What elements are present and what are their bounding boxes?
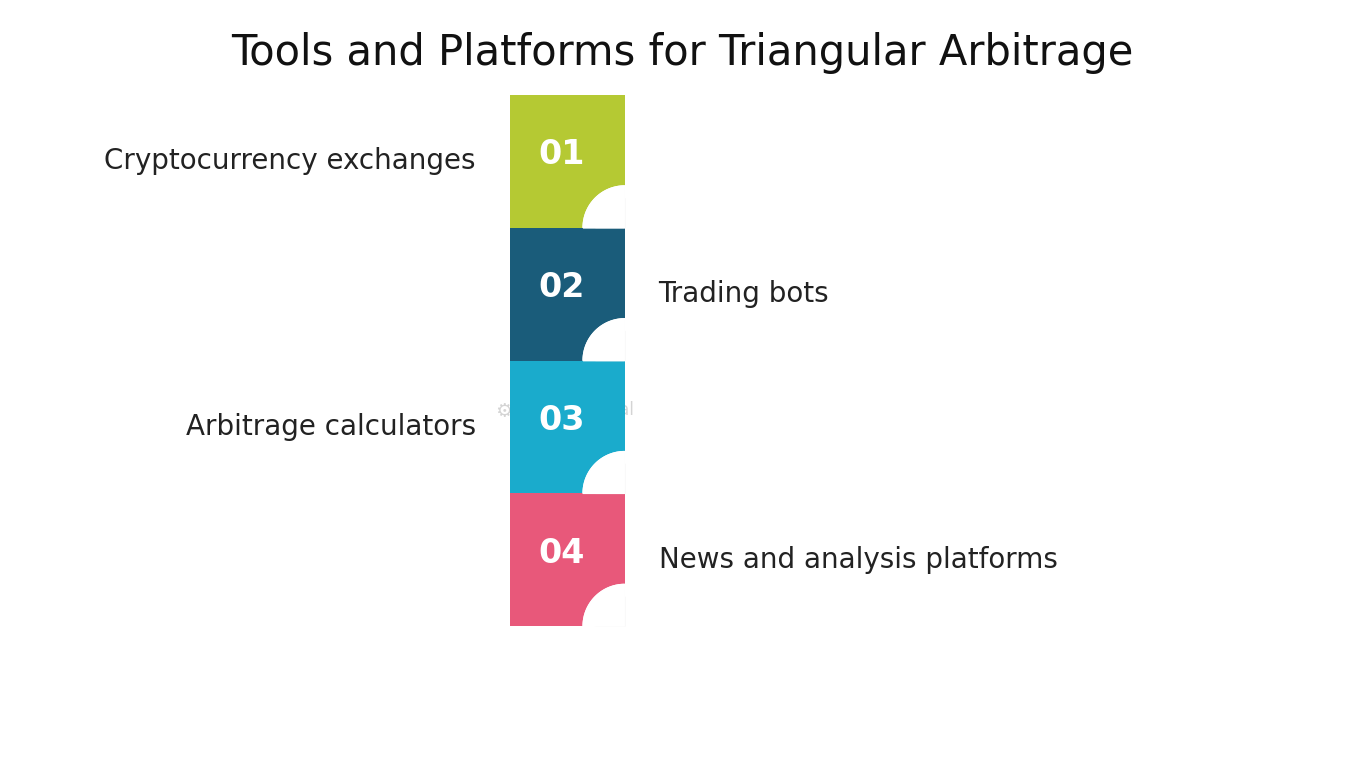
Polygon shape bbox=[583, 584, 625, 626]
Bar bbox=[510, 361, 625, 493]
Polygon shape bbox=[595, 332, 625, 361]
Text: 02: 02 bbox=[538, 271, 584, 304]
Text: FosterCapital: FosterCapital bbox=[514, 401, 633, 419]
Text: Trading bots: Trading bots bbox=[659, 280, 829, 308]
Text: 04: 04 bbox=[538, 537, 584, 569]
Polygon shape bbox=[595, 597, 625, 626]
Text: News and analysis platforms: News and analysis platforms bbox=[659, 546, 1057, 574]
Text: Cryptocurrency exchanges: Cryptocurrency exchanges bbox=[105, 147, 476, 175]
Text: ⚙: ⚙ bbox=[495, 402, 512, 421]
Polygon shape bbox=[583, 452, 625, 493]
Polygon shape bbox=[595, 199, 625, 228]
Text: 01: 01 bbox=[538, 138, 584, 171]
Polygon shape bbox=[583, 319, 625, 361]
Polygon shape bbox=[583, 186, 625, 228]
Text: Tools and Platforms for Triangular Arbitrage: Tools and Platforms for Triangular Arbit… bbox=[231, 32, 1133, 74]
Text: Arbitrage calculators: Arbitrage calculators bbox=[186, 413, 476, 441]
Polygon shape bbox=[583, 319, 625, 361]
Polygon shape bbox=[595, 464, 625, 493]
Bar bbox=[510, 493, 625, 626]
Polygon shape bbox=[583, 186, 625, 228]
Polygon shape bbox=[583, 584, 625, 626]
Bar bbox=[510, 228, 625, 361]
Bar bbox=[510, 95, 625, 228]
Polygon shape bbox=[583, 452, 625, 493]
Text: 03: 03 bbox=[538, 404, 584, 436]
